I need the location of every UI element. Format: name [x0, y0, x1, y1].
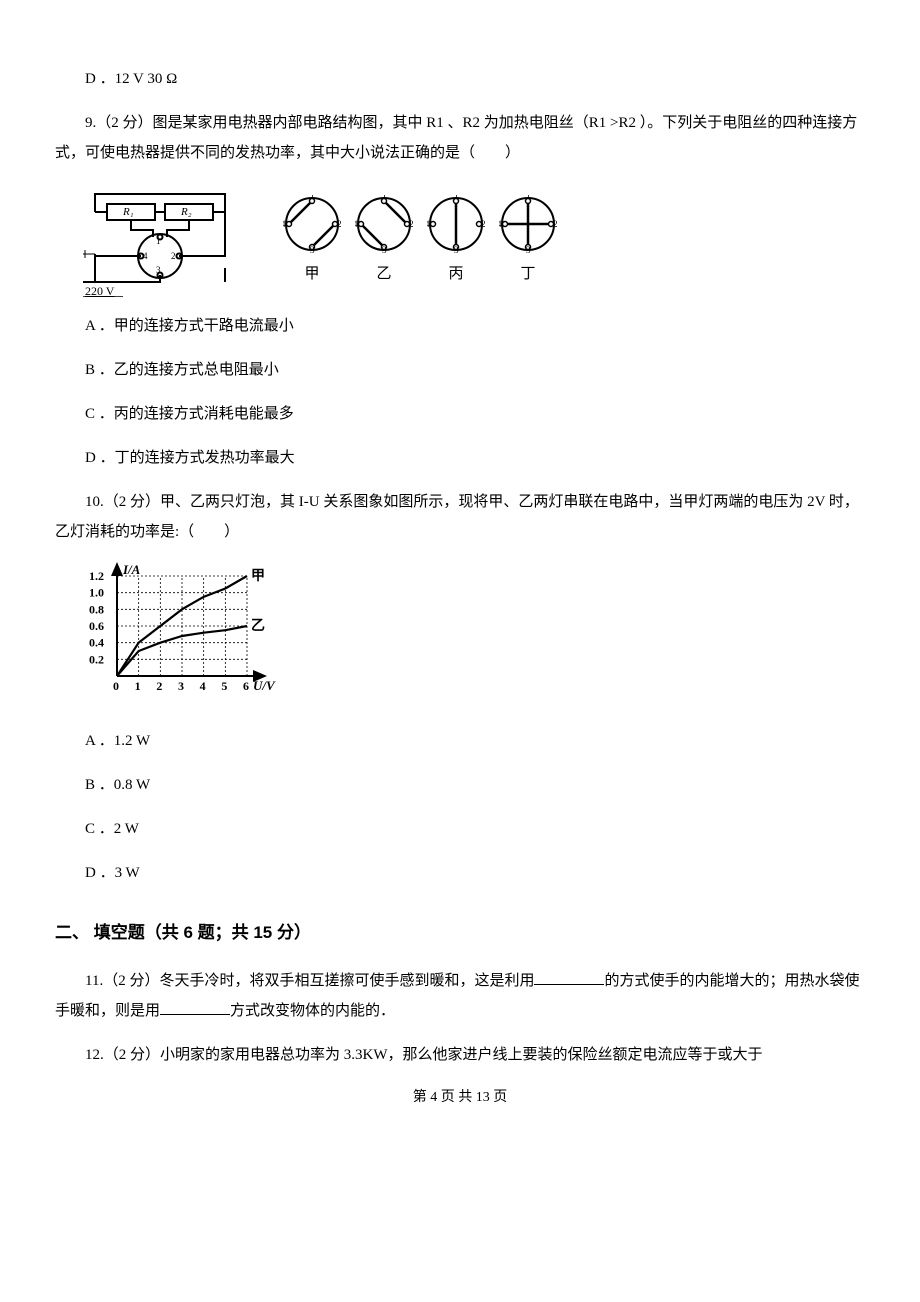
svg-text:R₁: R₁ [122, 206, 134, 218]
svg-text:2: 2 [409, 219, 413, 229]
svg-text:3: 3 [526, 245, 531, 253]
svg-text:I/A: I/A [122, 562, 141, 577]
svg-text:3: 3 [178, 679, 184, 693]
svg-text:2: 2 [156, 679, 162, 693]
q9-option-b: B ．乙的连接方式总电阻最小 [55, 355, 865, 385]
q9-dials: 1 2 3 4 甲 1 2 3 4 乙 1 2 3 4 丙 [283, 195, 557, 285]
svg-text:乙: 乙 [251, 618, 265, 634]
svg-text:2: 2 [337, 219, 341, 229]
q11-stem: 11.（2 分）冬天手冷时，将双手相互搓擦可使手感到暖和，这是利用的方式使手的内… [55, 966, 865, 1026]
svg-text:220 V: 220 V [85, 284, 115, 297]
svg-text:3: 3 [454, 245, 459, 253]
svg-text:1: 1 [156, 236, 161, 246]
svg-text:0.6: 0.6 [89, 619, 104, 633]
svg-text:2: 2 [481, 219, 485, 229]
q11-text-3: 方式改变物体的内能的． [230, 1003, 395, 1019]
svg-text:4: 4 [143, 251, 148, 261]
q12-stem: 12.（2 分）小明家的家用电器总功率为 3.3KW，那么他家进户线上要装的保险… [55, 1040, 865, 1070]
svg-text:1: 1 [310, 195, 315, 201]
q9-option-d: D ．丁的连接方式发热功率最大 [55, 443, 865, 473]
svg-text:1: 1 [526, 195, 531, 201]
svg-text:1: 1 [382, 195, 387, 201]
svg-text:0.4: 0.4 [89, 636, 104, 650]
q9-option-c: C ．丙的连接方式消耗电能最多 [55, 399, 865, 429]
q9-figure-row: R₁ R₂ 1 2 3 4 220 V 1 2 3 4 甲 1 [83, 182, 865, 297]
q10-graph: 0 1 2 3 4 5 6 0.2 0.4 0.6 0.8 1.0 1.2 I/A U/V 甲乙 [83, 561, 865, 712]
q10-option-c: C ．2 W [55, 814, 865, 844]
q11-blank-1 [534, 969, 604, 985]
svg-text:2: 2 [171, 251, 176, 261]
q11-text-1: 11.（2 分）冬天手冷时，将双手相互搓擦可使手感到暖和，这是利用 [85, 973, 534, 989]
svg-text:3: 3 [156, 265, 161, 275]
svg-text:1.2: 1.2 [89, 569, 104, 583]
svg-text:6: 6 [243, 679, 249, 693]
page-footer: 第 4 页 共 13 页 [55, 1084, 865, 1112]
q10-option-a: A ．1.2 W [55, 726, 865, 756]
q11-blank-2 [160, 999, 230, 1015]
svg-text:5: 5 [221, 679, 227, 693]
q9-option-a: A ．甲的连接方式干路电流最小 [55, 311, 865, 341]
svg-text:甲: 甲 [251, 568, 265, 584]
svg-text:1: 1 [454, 195, 459, 201]
q10-option-b: B ．0.8 W [55, 770, 865, 800]
svg-text:0.2: 0.2 [89, 652, 104, 666]
svg-text:2: 2 [553, 219, 557, 229]
svg-text:4: 4 [200, 679, 206, 693]
q9-circuit-diagram: R₁ R₂ 1 2 3 4 220 V [83, 182, 238, 297]
q9-stem: 9.（2 分）图是某家用电热器内部电路结构图，其中 R1 、R2 为加热电阻丝（… [55, 108, 865, 168]
section-2-title: 二、 填空题（共 6 题；共 15 分） [55, 916, 865, 950]
svg-text:U/V: U/V [253, 678, 276, 693]
q8-option-d: D ．12 V 30 Ω [55, 64, 865, 94]
svg-text:1.0: 1.0 [89, 586, 104, 600]
svg-text:1: 1 [135, 679, 141, 693]
svg-text:3: 3 [382, 245, 387, 253]
q10-stem: 10.（2 分）甲、乙两只灯泡，其 I-U 关系图象如图所示，现将甲、乙两灯串联… [55, 487, 865, 547]
q10-option-d: D ．3 W [55, 858, 865, 888]
svg-text:3: 3 [310, 245, 315, 253]
svg-text:0.8: 0.8 [89, 602, 104, 616]
svg-text:R₂: R₂ [180, 206, 192, 218]
svg-text:0: 0 [113, 679, 119, 693]
